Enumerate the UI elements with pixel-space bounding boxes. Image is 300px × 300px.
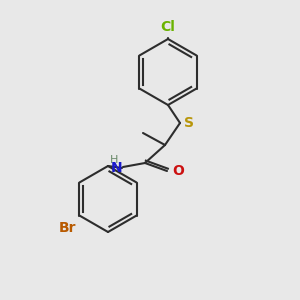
Text: N: N	[110, 161, 122, 175]
Text: O: O	[172, 164, 184, 178]
Text: S: S	[184, 116, 194, 130]
Text: Br: Br	[59, 220, 76, 235]
Text: H: H	[110, 155, 118, 165]
Text: Cl: Cl	[160, 20, 175, 34]
